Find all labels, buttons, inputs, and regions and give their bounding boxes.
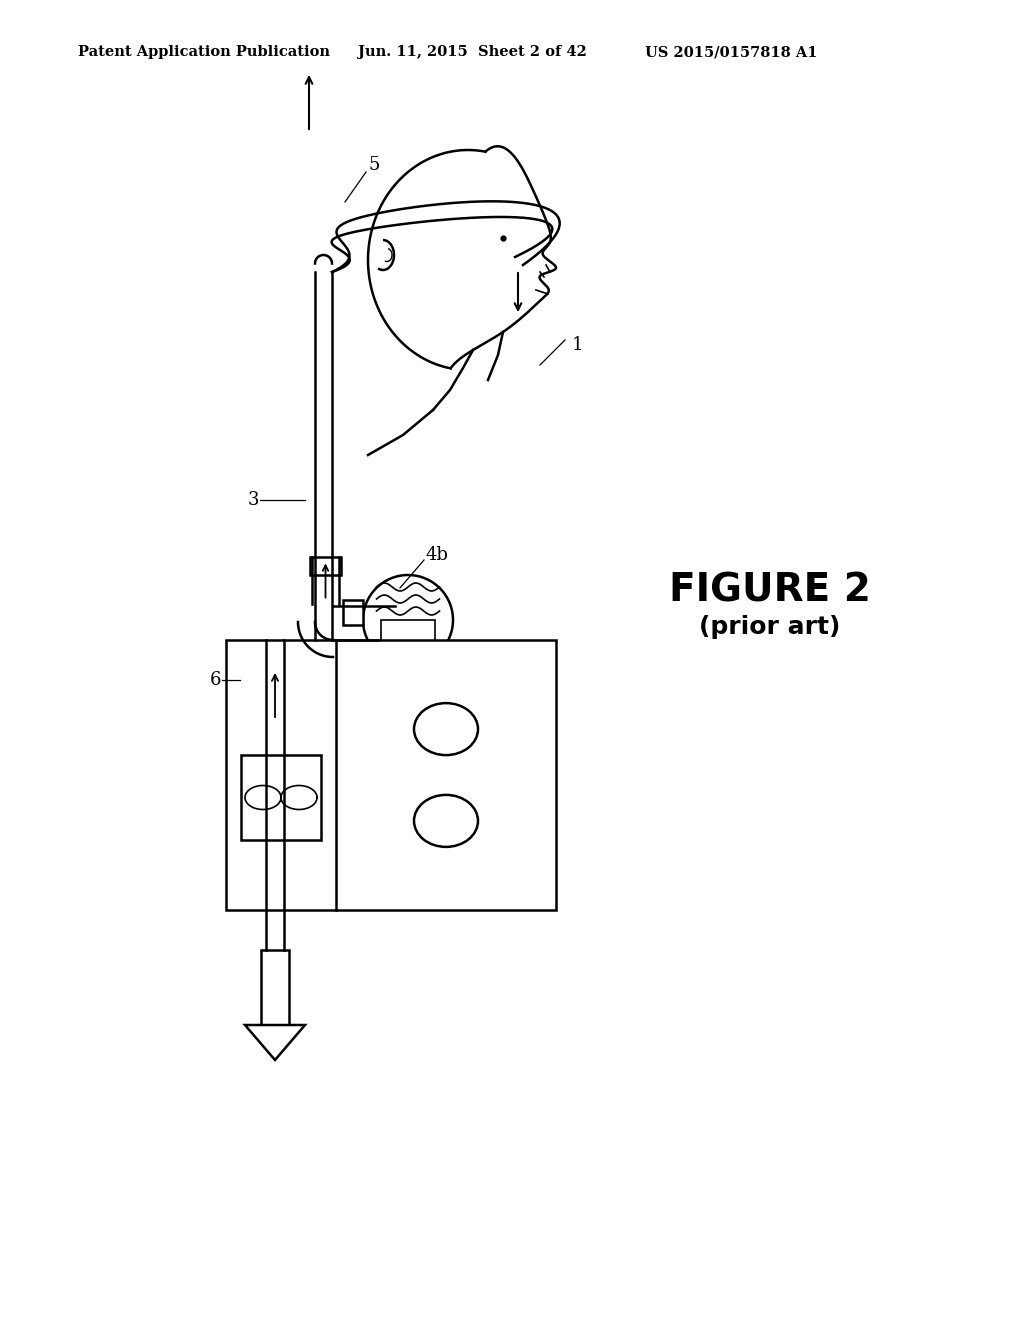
Polygon shape [245,1026,305,1060]
Bar [310,557,341,576]
Text: FIGURE 2: FIGURE 2 [669,572,871,609]
Text: Jun. 11, 2015  Sheet 2 of 42: Jun. 11, 2015 Sheet 2 of 42 [358,45,587,59]
Bar [261,950,289,1026]
Text: (prior art): (prior art) [699,615,841,639]
Bar [343,599,362,624]
Bar [241,755,321,840]
Text: 3: 3 [248,491,259,510]
Text: Patent Application Publication: Patent Application Publication [78,45,330,59]
Text: 6: 6 [210,671,221,689]
Text: 1: 1 [572,337,584,354]
Bar [381,620,435,652]
Bar [226,640,556,909]
Text: US 2015/0157818 A1: US 2015/0157818 A1 [645,45,817,59]
Text: 5: 5 [368,156,379,174]
Text: 4b: 4b [425,546,447,564]
